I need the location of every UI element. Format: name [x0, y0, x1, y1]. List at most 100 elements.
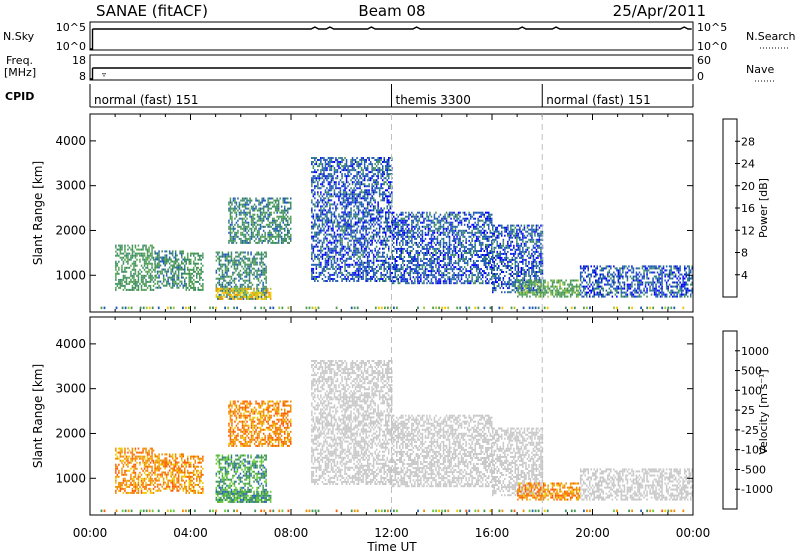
power-cell	[404, 270, 406, 272]
power-cell	[287, 216, 289, 218]
power-cell	[423, 274, 425, 276]
power-cell	[276, 242, 278, 244]
power-cell	[314, 224, 316, 226]
power-cell	[226, 274, 228, 276]
power-cell	[488, 252, 490, 254]
power-cell	[419, 232, 421, 234]
power-cell	[129, 247, 131, 249]
power-cell	[429, 242, 431, 244]
power-cell	[267, 206, 269, 208]
power-cell	[417, 278, 419, 280]
power-cell	[392, 240, 394, 242]
power-cell	[181, 283, 183, 285]
power-cell	[164, 279, 166, 281]
power-cell	[379, 256, 381, 258]
power-cell	[335, 216, 337, 218]
power-cell	[458, 278, 460, 280]
power-cell	[408, 282, 410, 284]
power-cell	[187, 287, 189, 289]
power-cell	[382, 236, 384, 238]
power-cell	[166, 285, 168, 287]
power-cell	[278, 224, 280, 226]
power-cell	[447, 252, 449, 254]
power-cell	[450, 212, 452, 214]
power-cell	[235, 252, 237, 254]
power-cell	[485, 280, 487, 282]
power-cell	[328, 218, 330, 220]
power-cell	[269, 240, 271, 242]
power-cell	[385, 222, 387, 224]
power-cell	[362, 224, 364, 226]
power-cell	[163, 285, 165, 287]
power-cell	[480, 242, 482, 244]
power-cell	[396, 224, 398, 226]
power-cell	[438, 262, 440, 264]
power-cell	[487, 278, 489, 280]
power-cell	[181, 261, 183, 263]
power-cell	[258, 200, 260, 202]
power-cell	[443, 260, 445, 262]
power-cell	[115, 279, 117, 281]
power-cell	[477, 256, 479, 258]
power-cell	[313, 278, 315, 280]
power-cell	[379, 238, 381, 240]
power-cell	[179, 281, 181, 283]
power-cell	[334, 161, 336, 163]
power-cell	[240, 284, 242, 286]
power-cell	[398, 216, 400, 218]
power-cell	[477, 254, 479, 256]
power-cell	[272, 198, 274, 200]
power-cell	[283, 212, 285, 214]
power-cell	[272, 220, 274, 222]
power-cell	[115, 273, 117, 275]
power-cell	[379, 167, 381, 169]
power-cell	[190, 285, 192, 287]
power-cell	[387, 266, 389, 268]
power-cell	[133, 283, 135, 285]
power-cell	[447, 254, 449, 256]
power-cell	[343, 218, 345, 220]
power-cell	[319, 226, 321, 228]
power-cell	[373, 218, 375, 220]
power-cell	[456, 262, 458, 264]
power-cell	[261, 296, 263, 298]
power-cell	[230, 198, 232, 200]
power-cell	[276, 220, 278, 222]
power-cell	[388, 246, 390, 248]
power-cell	[407, 220, 409, 222]
power-cell	[278, 236, 280, 238]
power-cell	[464, 230, 466, 232]
power-cell	[432, 222, 434, 224]
power-cell	[361, 167, 363, 169]
power-cell	[344, 213, 346, 215]
power-cell	[349, 197, 351, 199]
power-cell	[476, 226, 478, 228]
power-cell	[228, 262, 230, 264]
power-cell	[347, 228, 349, 230]
power-cell	[368, 209, 370, 211]
power-cell	[242, 218, 244, 220]
power-cell	[395, 260, 397, 262]
power-cell	[374, 179, 376, 181]
power-cell	[480, 234, 482, 236]
power-cell	[482, 214, 484, 216]
power-cell	[246, 290, 248, 292]
power-cell	[376, 181, 378, 183]
power-cell	[435, 266, 437, 268]
power-cell	[186, 273, 188, 275]
power-cell	[422, 266, 424, 268]
power-cell	[178, 287, 180, 289]
power-cell	[186, 259, 188, 261]
power-cell	[365, 191, 367, 193]
power-cell	[371, 268, 373, 270]
power-cell	[455, 248, 457, 250]
power-cell	[358, 222, 360, 224]
power-cell	[343, 224, 345, 226]
power-cell	[343, 193, 345, 195]
power-cell	[420, 240, 422, 242]
power-cell	[247, 286, 249, 288]
power-cell	[390, 205, 392, 207]
power-cell	[458, 240, 460, 242]
power-cell	[334, 193, 336, 195]
power-cell	[465, 276, 467, 278]
